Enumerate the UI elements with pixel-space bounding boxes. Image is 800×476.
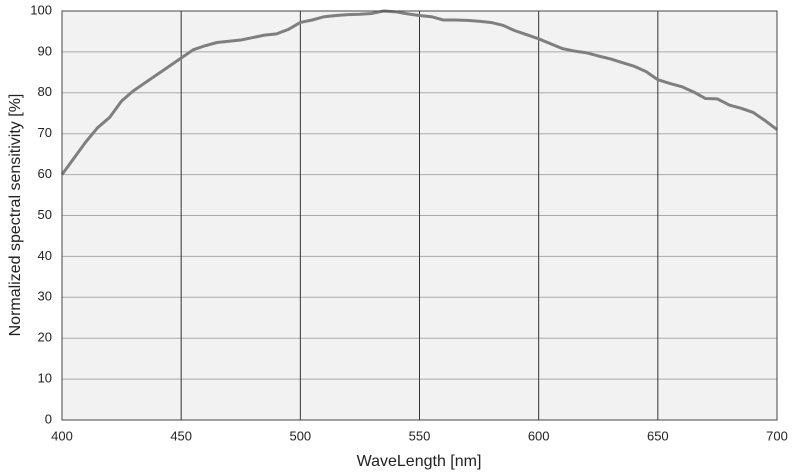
y-tick-label: 100 xyxy=(30,2,52,17)
x-tick-label: 450 xyxy=(170,428,192,443)
y-tick-label: 20 xyxy=(38,330,52,345)
y-tick-label: 70 xyxy=(38,125,52,140)
y-tick-label: 90 xyxy=(38,43,52,58)
plot-border xyxy=(61,10,778,421)
x-tick-label: 550 xyxy=(409,428,431,443)
data-line xyxy=(60,9,778,176)
y-tick-label: 0 xyxy=(45,411,52,426)
x-tick-label: 500 xyxy=(289,428,311,443)
y-tick-label: 10 xyxy=(38,371,52,386)
x-tick-label: 700 xyxy=(766,428,788,443)
y-tick-label: 80 xyxy=(38,84,52,99)
x-axis-title: WaveLength [nm] xyxy=(357,453,482,470)
x-tick-label: 650 xyxy=(647,428,669,443)
y-axis-title: Normalized spectral sensitivity [%] xyxy=(7,94,24,337)
y-tick-label: 50 xyxy=(38,207,52,222)
x-tick-label: 400 xyxy=(51,428,73,443)
y-tick-label: 40 xyxy=(38,248,52,263)
y-tick-label: 60 xyxy=(38,166,52,181)
y-tick-label: 30 xyxy=(38,289,52,304)
x-tick-label: 600 xyxy=(528,428,550,443)
